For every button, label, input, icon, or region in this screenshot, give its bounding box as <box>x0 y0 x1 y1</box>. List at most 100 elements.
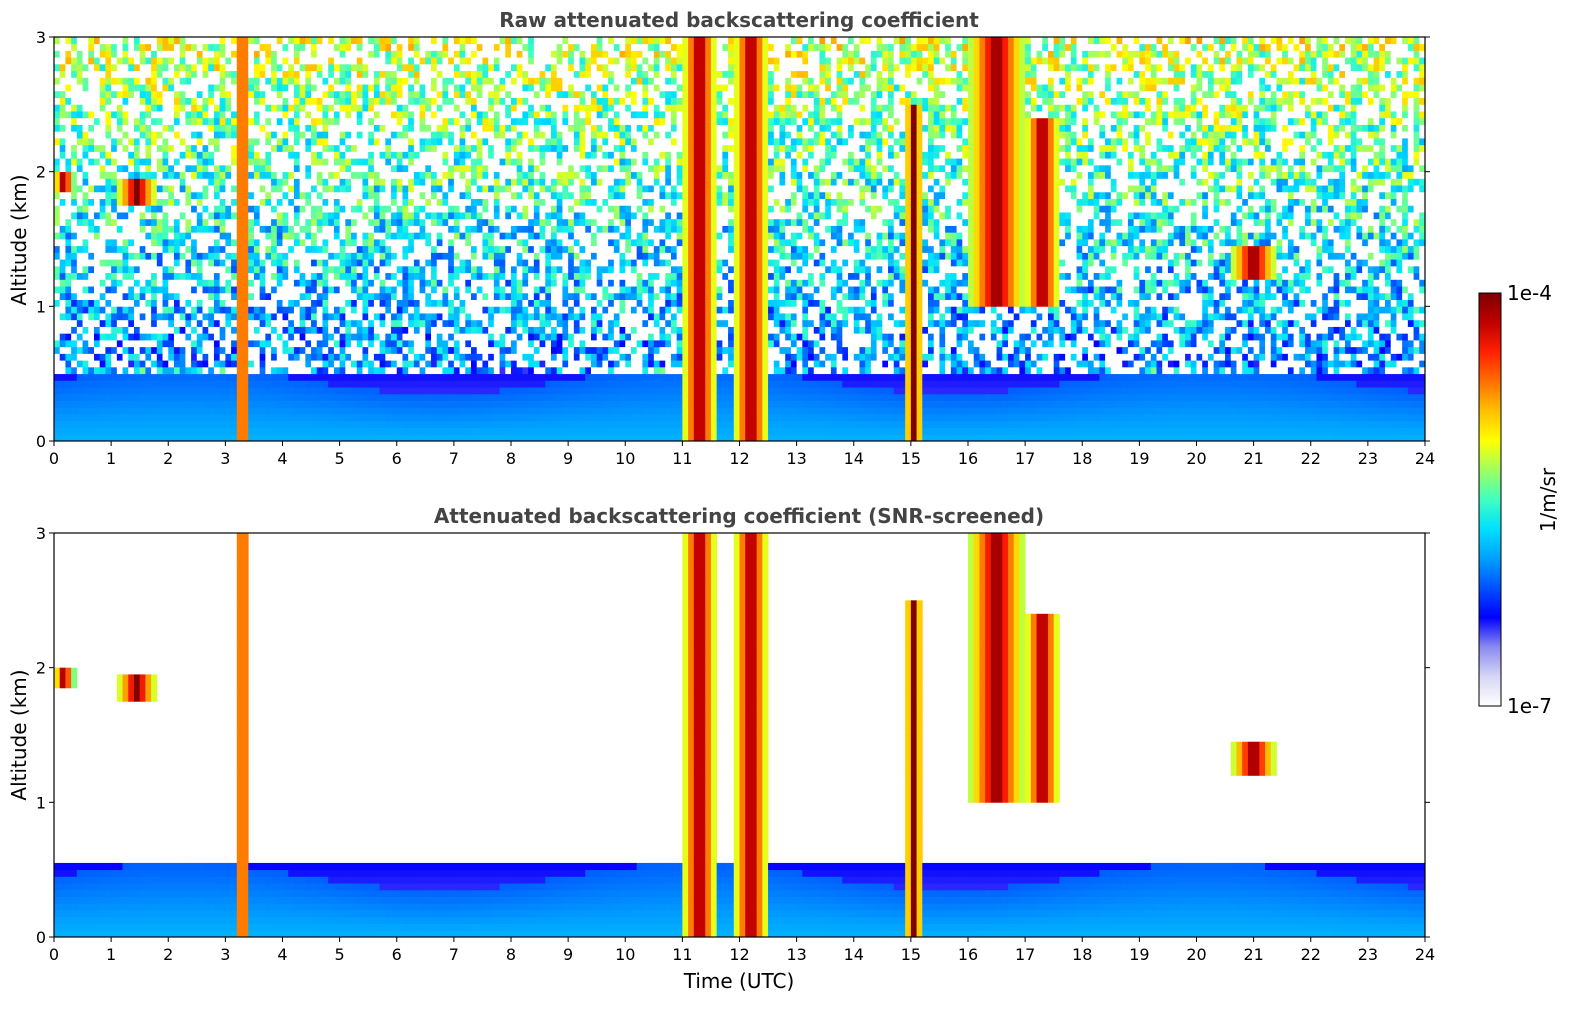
heat-cell <box>122 279 129 287</box>
heat-cell <box>259 259 266 267</box>
heat-cell <box>139 380 146 388</box>
heat-cell <box>213 353 221 361</box>
heat-cell <box>391 239 398 247</box>
heat-cell <box>59 346 66 354</box>
heat-cell <box>362 164 369 173</box>
heat-cell <box>105 164 112 173</box>
heat-cell <box>128 212 135 220</box>
heat-cell <box>402 63 409 72</box>
heat-cell <box>413 245 420 253</box>
heat-cell <box>122 407 129 415</box>
heat-cell <box>316 299 323 307</box>
heat-cell <box>191 124 198 132</box>
heat-cell <box>351 131 358 139</box>
heat-cell <box>231 212 238 220</box>
heat-cell <box>59 245 66 253</box>
heat-cell <box>208 427 215 435</box>
heat-cell <box>225 158 232 166</box>
heat-cell <box>493 111 500 119</box>
heat-cell <box>253 124 261 132</box>
heat-cell <box>202 158 209 166</box>
heat-cell <box>185 313 192 321</box>
heat-cell <box>151 205 158 213</box>
heat-cell <box>299 380 306 388</box>
heat-cell <box>133 198 141 206</box>
heat-cell <box>493 319 500 327</box>
heat-cell <box>231 259 238 267</box>
heat-cell <box>396 272 403 280</box>
heat-cell <box>202 117 209 125</box>
heat-cell <box>202 225 209 233</box>
heat-cell <box>93 265 101 274</box>
heat-cell <box>499 43 506 51</box>
heat-cell <box>351 124 358 132</box>
heat-cell <box>368 37 375 45</box>
heat-cell <box>213 239 221 247</box>
heat-cell <box>351 400 358 408</box>
heat-cell <box>105 77 112 85</box>
heat-cell <box>448 286 455 294</box>
heat-cell <box>253 164 261 173</box>
heat-cell <box>156 218 163 226</box>
heat-cell <box>373 414 381 422</box>
heat-cell <box>488 366 495 375</box>
heat-cell <box>71 104 78 112</box>
heat-cell <box>54 259 61 267</box>
heat-cell <box>76 272 83 280</box>
heat-cell <box>362 178 369 186</box>
heat-cell <box>379 171 386 179</box>
heat-cell <box>179 299 186 307</box>
heat-cell <box>248 259 255 267</box>
heat-cell <box>368 232 375 240</box>
heat-cell <box>391 138 398 146</box>
heat-cell <box>88 346 95 354</box>
heat-cell <box>139 111 146 119</box>
heat-cell <box>413 205 420 213</box>
heat-cell <box>431 57 438 65</box>
heat-cell <box>305 259 312 267</box>
heat-cell <box>225 346 232 354</box>
heat-cell <box>356 77 363 85</box>
heat-cell <box>328 420 335 428</box>
heat-cell <box>362 138 369 146</box>
heat-cell <box>356 299 363 307</box>
heat-cell <box>191 178 198 186</box>
heat-cell <box>271 414 278 422</box>
heat-cell <box>282 225 289 233</box>
heat-cell <box>373 299 381 307</box>
heat-cell <box>219 164 226 173</box>
heat-cell <box>93 138 101 146</box>
heat-cell <box>276 164 283 173</box>
heat-cell <box>368 306 375 314</box>
heat-cell <box>351 292 358 300</box>
heat-cell <box>202 37 209 45</box>
heat-cell <box>413 232 420 240</box>
heat-cell <box>133 313 141 321</box>
heat-cell <box>328 111 335 119</box>
heat-cell <box>476 104 483 112</box>
heat-cell <box>333 373 341 381</box>
heat-cell <box>105 326 112 334</box>
heat-cell <box>116 326 123 334</box>
heat-cell <box>311 414 318 422</box>
heat-cell <box>196 84 203 92</box>
heat-cell <box>505 164 512 173</box>
heat-cell <box>493 245 500 253</box>
heat-cell <box>82 97 89 105</box>
heat-cell <box>253 232 261 240</box>
heat-cell <box>413 272 420 280</box>
heat-cell <box>356 111 363 119</box>
heat-cell <box>168 360 175 368</box>
heat-cell <box>356 178 363 186</box>
heat-cell <box>271 205 278 213</box>
heat-cell <box>271 70 278 78</box>
heat-cell <box>54 144 61 152</box>
heat-cell <box>419 360 426 368</box>
heat-cell <box>448 90 455 98</box>
heat-cell <box>476 171 483 179</box>
heat-cell <box>168 326 175 334</box>
heat-cell <box>391 171 398 179</box>
heat-cell <box>305 245 312 253</box>
heat-cell <box>105 279 112 287</box>
heat-cell <box>99 97 106 105</box>
